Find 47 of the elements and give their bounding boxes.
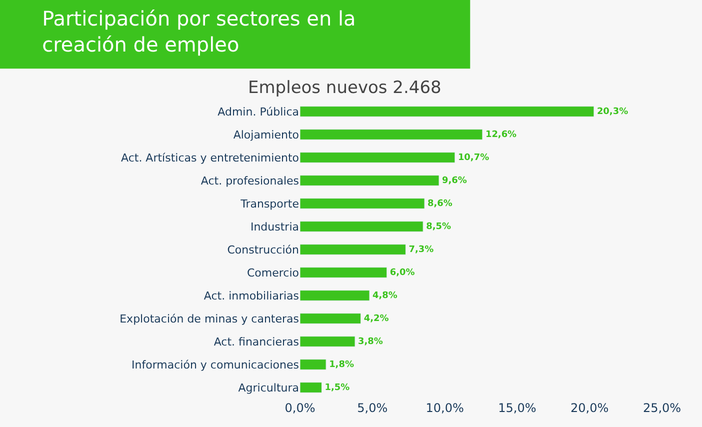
chart-title: Participación por sectores en la creación de empleo (42, 6, 356, 57)
bar (300, 106, 594, 117)
y-tick-label: Alojamiento (233, 128, 300, 142)
bar (300, 221, 424, 232)
y-tick-label: Agricultura (238, 381, 299, 394)
data-label: 4,8% (372, 290, 398, 301)
data-label: 12,6% (485, 130, 517, 140)
bar (300, 129, 483, 140)
bar (300, 152, 456, 163)
bar (300, 244, 406, 255)
data-label: 20,3% (596, 106, 628, 117)
x-tick-label: 10,0% (426, 401, 464, 415)
x-tick-label: 15,0% (498, 401, 536, 415)
data-label: 4,2% (364, 314, 389, 324)
data-label: 1,8% (329, 360, 354, 370)
chart-subtitle: Empleos nuevos 2.468 (248, 78, 442, 98)
data-label: 1,5% (324, 382, 350, 393)
data-label: 8,6% (428, 198, 452, 209)
bar (300, 175, 440, 186)
bar (300, 313, 362, 324)
bar (300, 267, 388, 278)
x-tick-label: 5,0% (357, 401, 388, 415)
y-tick-label: Act. inmobiliarias (204, 289, 300, 302)
data-label: 7,3% (408, 244, 434, 255)
data-label: 8,5% (426, 222, 451, 232)
y-tick-label: Transporte (240, 197, 300, 210)
bar (300, 359, 326, 370)
bar (300, 336, 356, 347)
x-tick-label: 0,0% (284, 401, 316, 415)
x-tick-label: 20,0% (570, 401, 609, 415)
data-label: 10,7% (458, 152, 490, 163)
data-label: 3,8% (358, 336, 383, 347)
bar (300, 290, 370, 301)
y-tick-label: Act. financieras (214, 335, 300, 348)
x-tick-label: 25,0% (642, 401, 682, 415)
y-tick-label: Act. profesionales (200, 174, 300, 188)
y-tick-label: Act. Artísticas y entretenimiento (121, 151, 300, 164)
bar (300, 382, 322, 393)
y-tick-label: Información y comunicaciones (132, 358, 300, 372)
y-tick-label: Comercio (246, 266, 300, 280)
data-label: 6,0% (390, 268, 415, 278)
y-tick-label: Industria (250, 220, 299, 234)
bar (300, 198, 425, 209)
y-tick-label: Admin. Pública (218, 105, 299, 118)
y-tick-label: Construcción (227, 243, 300, 256)
y-tick-label: Explotación de minas y canteras (120, 312, 300, 326)
data-label: 9,6% (442, 176, 467, 186)
